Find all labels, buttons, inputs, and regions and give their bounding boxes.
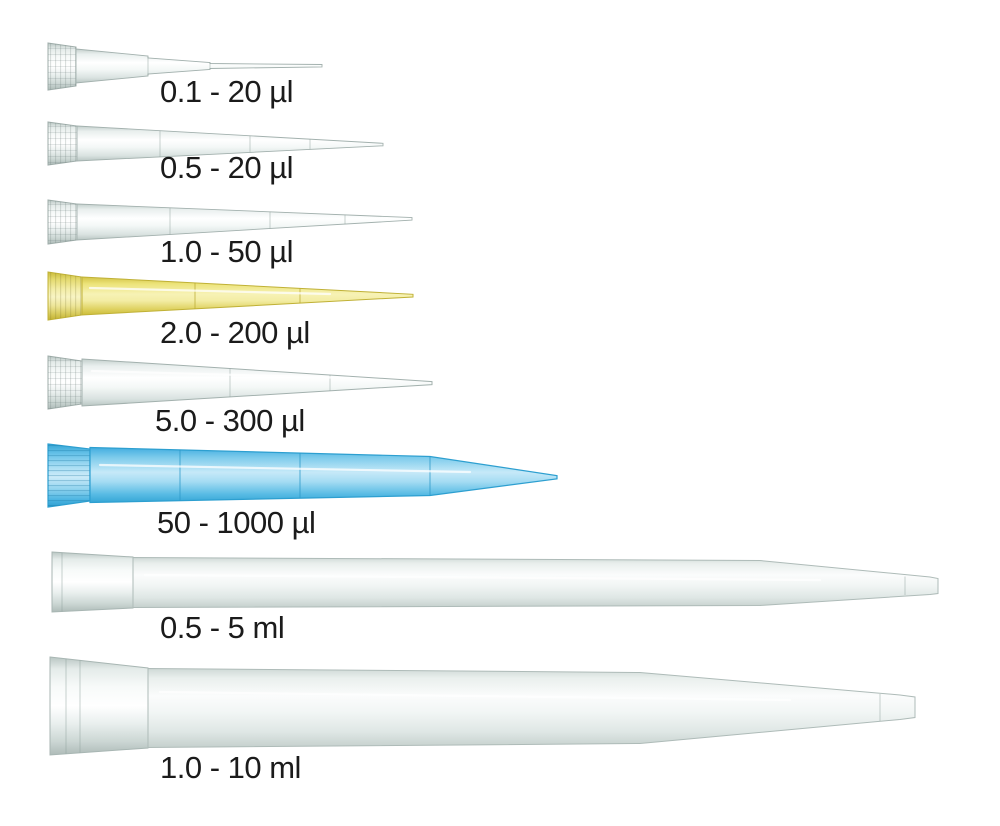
volume-label-5.0-300ul: 5.0 - 300 µl [155,403,305,438]
pipette-tip-0.1-20ul [47,42,323,91]
tip-collar-texture [48,356,82,409]
tip-body [147,667,916,749]
tip-body [89,446,558,504]
volume-label-0.5-20ul: 0.5 - 20 µl [160,150,294,185]
highlight [158,690,792,702]
pipette-tip-5.0-300ul [47,355,433,410]
volume-label-0.1-20ul: 0.1 - 20 µl [160,74,294,109]
tip-collar [49,656,149,756]
pipette-tip-0.5-5ml [51,551,939,613]
highlight [98,463,472,474]
tip-cone [81,276,414,316]
volume-label-50-1000ul: 50 - 1000 µl [157,505,316,540]
tip-shaft [75,48,323,84]
tip-collar [51,551,134,613]
tip-cone [81,358,433,407]
tip-collar-texture [48,43,76,90]
volume-label-2.0-200ul: 2.0 - 200 µl [160,315,310,350]
tip-body [132,556,939,609]
pipette-tip-50-1000ul-blue [47,443,558,508]
highlight [88,286,332,296]
tip-collar-texture [48,272,82,320]
pipette-tip-0.5-20ul [47,121,384,166]
pipette-tip-2.0-200ul-yellow [47,271,414,321]
tip-cone [76,125,384,162]
tip-collar-texture [48,444,90,507]
tip-collar-texture [48,200,77,244]
volume-label-0.5-5ml: 0.5 - 5 ml [160,610,285,645]
pipette-tip-1.0-10ml [49,656,916,756]
tip-collar-texture [48,122,77,165]
volume-label-1.0-10ml: 1.0 - 10 ml [160,750,301,785]
tip-cone [76,203,413,241]
volume-label-1.0-50ul: 1.0 - 50 µl [160,234,294,269]
highlight [143,573,822,582]
pipette-tip-1.0-50ul [47,199,413,245]
highlight [90,369,352,380]
